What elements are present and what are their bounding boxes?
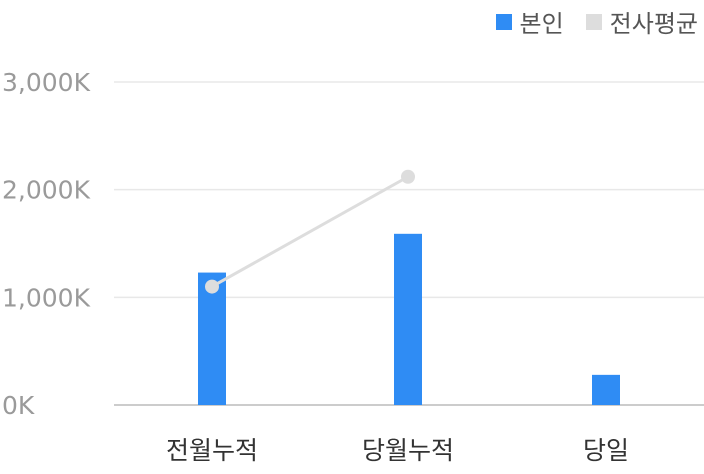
legend-swatch-self [495, 13, 512, 30]
legend-label-company-average: 전사평균 [609, 10, 698, 38]
x-tick-label: 당월누적 [362, 436, 454, 465]
line-point[interactable] [205, 279, 219, 294]
legend: 본인 전사평균 [495, 4, 698, 39]
legend-item-self[interactable]: 본인 [495, 4, 564, 39]
legend-swatch-company-average [585, 13, 602, 30]
x-tick-label: 전월누적 [166, 436, 258, 465]
y-tick-label: 3,000K [2, 68, 91, 97]
legend-item-company-average[interactable]: 전사평균 [585, 4, 698, 39]
bar[interactable] [394, 233, 422, 405]
y-tick-label: 1,000K [2, 283, 91, 312]
y-tick-label: 0K [2, 391, 35, 420]
legend-label-self: 본인 [519, 10, 564, 38]
bar[interactable] [198, 272, 226, 405]
x-tick-label: 당일 [583, 436, 629, 465]
bar[interactable] [592, 374, 620, 405]
series-line [211, 175, 409, 288]
line-point[interactable] [401, 169, 415, 184]
y-tick-label: 2,000K [2, 176, 91, 205]
